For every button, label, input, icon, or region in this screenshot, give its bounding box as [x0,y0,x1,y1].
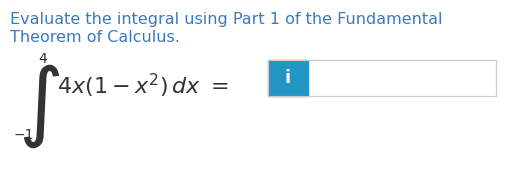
FancyBboxPatch shape [308,60,496,96]
Text: −1: −1 [14,128,35,142]
Text: Evaluate the integral using Part 1 of the Fundamental: Evaluate the integral using Part 1 of th… [10,12,442,27]
FancyBboxPatch shape [268,60,308,96]
Text: 4: 4 [38,52,47,66]
Text: $4x(1-x^{2})\,dx\ =$: $4x(1-x^{2})\,dx\ =$ [57,72,229,100]
Text: i: i [285,69,291,87]
Text: $\int$: $\int$ [18,62,60,150]
Text: Theorem of Calculus.: Theorem of Calculus. [10,30,180,45]
